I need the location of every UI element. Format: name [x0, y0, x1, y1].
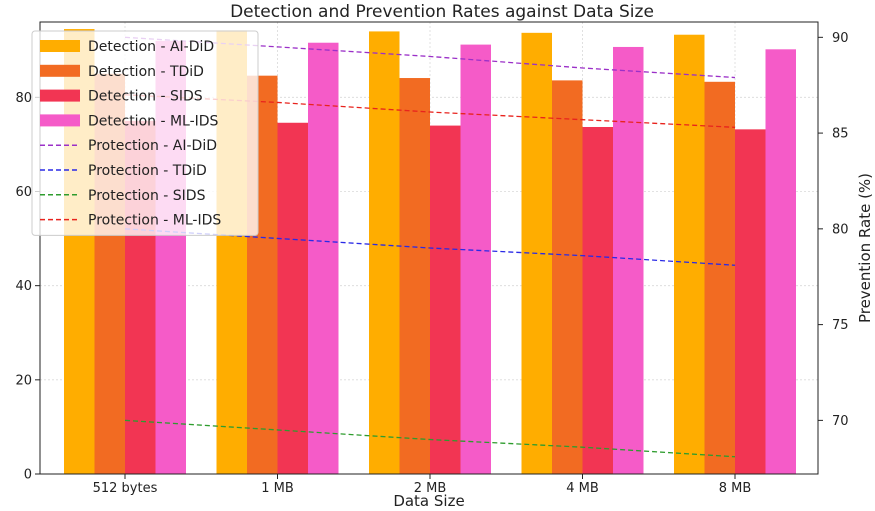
y2-tick-label: 85	[832, 127, 849, 142]
protection-line	[124, 36, 736, 79]
protection-line	[124, 94, 736, 128]
bar	[430, 125, 461, 474]
legend-label: Protection - SIDS	[88, 188, 206, 204]
protection-line	[124, 228, 736, 266]
y-tick-label: 0	[24, 468, 32, 483]
protection-lines	[124, 36, 736, 458]
legend-swatch	[40, 64, 80, 77]
y2-tick-label: 75	[832, 318, 849, 333]
y2-tick-label: 80	[832, 222, 849, 237]
bar	[277, 122, 308, 474]
x-tick-label: 1 MB	[261, 481, 294, 496]
bar	[399, 78, 430, 474]
y-tick-label: 60	[15, 185, 32, 200]
bar	[460, 44, 491, 474]
bar	[735, 129, 766, 474]
y-tick-label: 20	[15, 373, 32, 388]
legend-label: Detection - TDiD	[88, 64, 204, 80]
legend-swatch	[40, 40, 80, 52]
y-tick-label: 80	[15, 91, 32, 106]
legend-label: Detection - ML-IDS	[88, 113, 219, 129]
bar	[369, 31, 400, 475]
protection-line	[124, 419, 736, 458]
bar	[704, 81, 735, 474]
x-tick-label: 512 bytes	[93, 481, 158, 496]
legend-label: Protection - TDiD	[88, 163, 207, 179]
y2-axis-title: Prevention Rate (%)	[856, 173, 874, 323]
x-tick-label: 2 MB	[414, 481, 447, 496]
bar	[765, 49, 796, 474]
y2-tick-label: 70	[832, 414, 849, 429]
y2-tick-label: 90	[832, 31, 849, 46]
x-axis-title: Data Size	[393, 492, 464, 510]
legend-swatch	[40, 89, 80, 102]
legend-label: Detection - SIDS	[88, 89, 203, 105]
x-tick-label: 4 MB	[566, 481, 599, 496]
legend-swatch	[40, 114, 80, 127]
x-tick-label: 8 MB	[719, 481, 752, 496]
bar	[582, 126, 613, 474]
legend-label: Protection - AI-DiD	[88, 138, 217, 154]
y-tick-label: 40	[15, 279, 32, 294]
legend-label: Detection - AI-DiD	[88, 39, 214, 55]
bar	[552, 80, 583, 474]
plot-frame	[39, 21, 819, 475]
bar	[613, 46, 644, 475]
bar	[674, 34, 705, 475]
legend: Detection - AI-DiD Detection - TDiD Detect…	[31, 30, 259, 236]
legend-box	[31, 30, 259, 236]
axes: 0 20 40 60 80 70 75 80 85 90 512 bytes 1 MB 2 MB 4 MB…	[15, 31, 848, 496]
legend-label: Protection - ML-IDS	[88, 213, 221, 229]
bar	[308, 42, 339, 474]
chart-title: Detection and Prevention Rates against D…	[230, 2, 654, 22]
